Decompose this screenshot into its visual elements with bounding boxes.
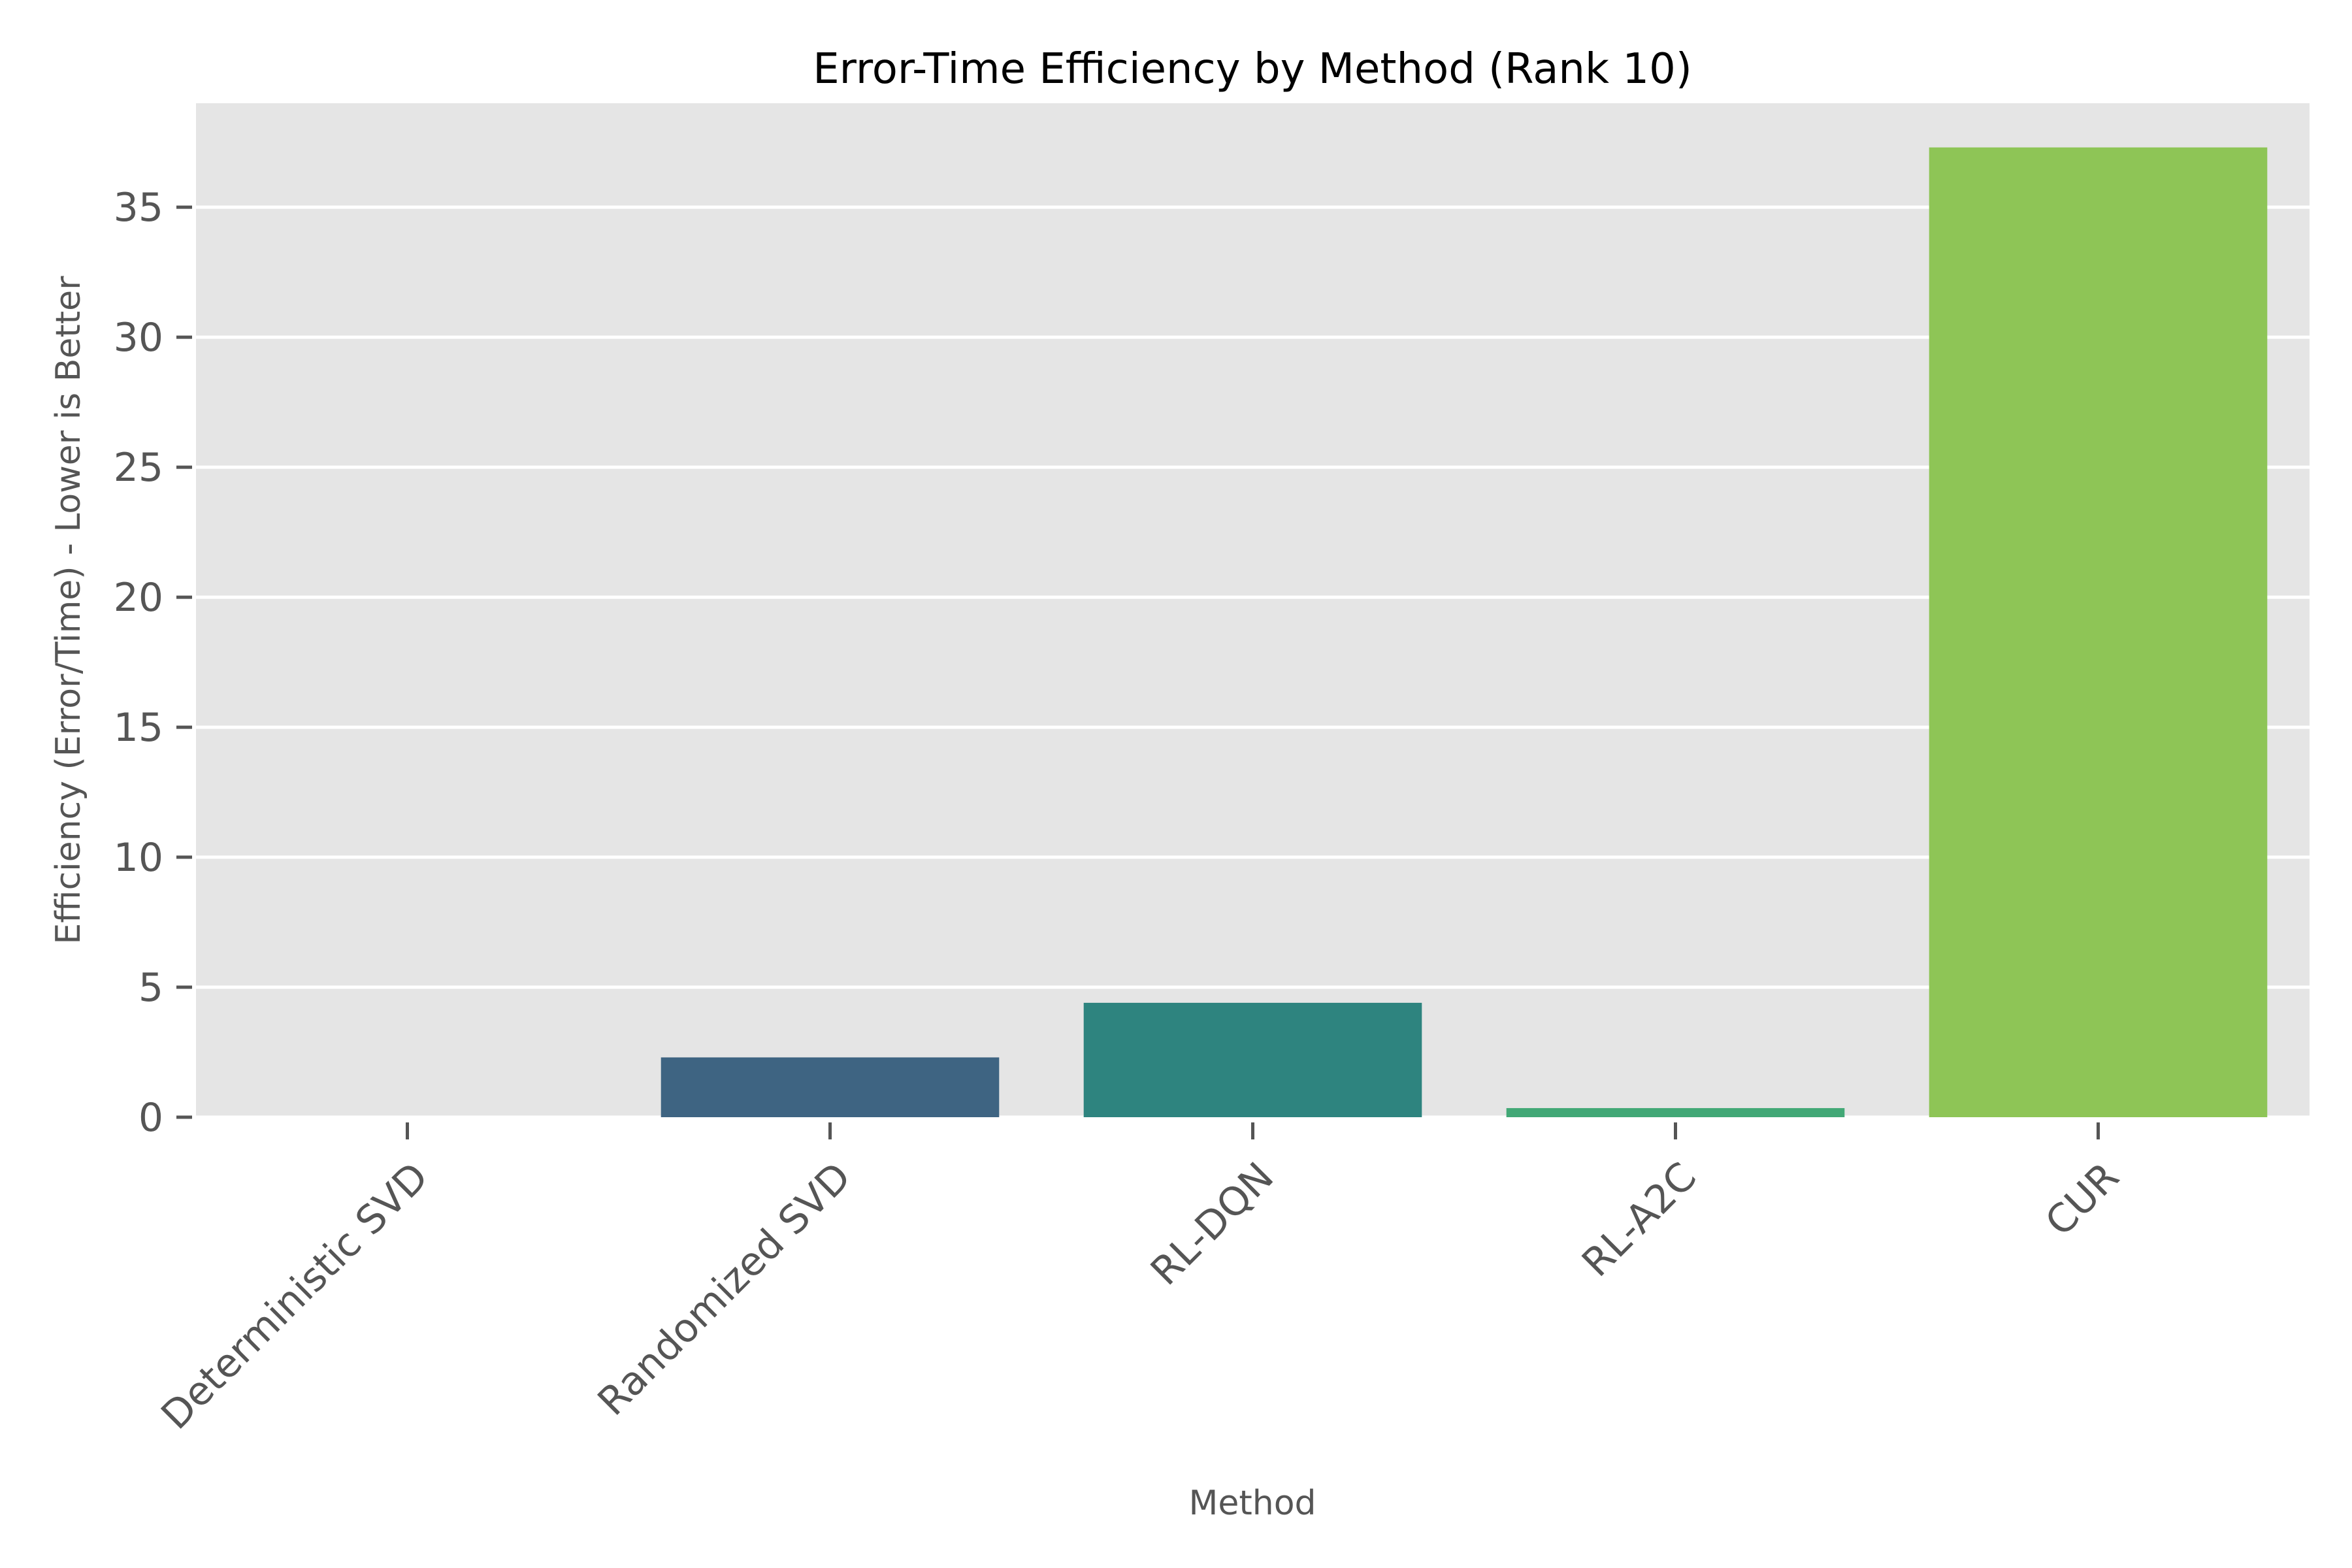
bar: [661, 1057, 1000, 1117]
bars: [661, 147, 2268, 1118]
y-tick-label: 10: [114, 835, 163, 881]
bar: [1506, 1108, 1845, 1117]
y-tick-label: 5: [139, 965, 163, 1011]
y-axis-label: Efficiency (Error/Time) - Lower is Bette…: [49, 276, 88, 945]
y-tick-label: 20: [114, 575, 163, 621]
y-tick-label: 35: [114, 185, 163, 231]
y-tick-label: 0: [139, 1095, 163, 1141]
x-axis: Deterministic SVD Randomized SVD RL-DQN RL-…: [153, 1122, 2128, 1439]
y-axis: 0 5 10 15 20 25 30 35: [114, 185, 192, 1141]
bar: [1083, 1002, 1422, 1117]
y-tick-label: 15: [114, 705, 163, 751]
x-tick-label: Randomized SVD: [589, 1154, 860, 1424]
chart-title: Error-Time Efficiency by Method (Rank 10…: [813, 45, 1692, 93]
x-tick-label: RL-DQN: [1142, 1154, 1282, 1294]
y-tick-label: 25: [114, 445, 163, 491]
x-axis-label: Method: [1188, 1484, 1316, 1523]
bar: [1929, 147, 2268, 1118]
y-tick-label: 30: [114, 315, 163, 361]
x-tick-label: Deterministic SVD: [153, 1154, 437, 1438]
x-tick-label: RL-A2C: [1573, 1154, 1705, 1286]
x-tick-label: CUR: [2036, 1154, 2128, 1245]
